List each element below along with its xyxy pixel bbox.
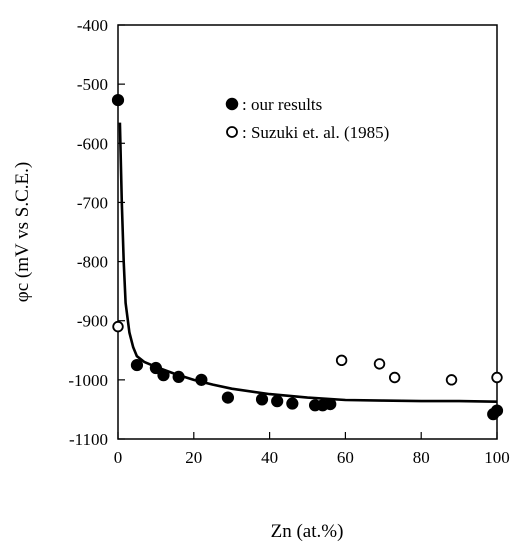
point-our-results <box>172 370 185 383</box>
y-tick-label: -900 <box>77 312 108 331</box>
x-tick-label: 20 <box>185 448 202 467</box>
legend: : our results : Suzuki et. al. (1985) <box>225 95 389 142</box>
point-our-results <box>149 361 162 375</box>
ticks: 0 20 40 60 80 100 -400 -500 -600 -700 -800 -900 -100… <box>68 16 509 467</box>
point-our-results <box>130 358 144 372</box>
point-our-results <box>490 404 504 417</box>
point-our-results <box>111 94 125 107</box>
fit-curve <box>118 122 498 403</box>
y-tick-label: -800 <box>77 253 108 272</box>
point-suzuki <box>335 354 348 367</box>
point-our-results <box>157 369 170 382</box>
y-axis-label: φc (mV vs S.C.E.) <box>12 162 33 302</box>
fit-curve-path <box>118 122 498 403</box>
point-suzuki <box>112 320 124 333</box>
point-our-results <box>255 393 269 406</box>
point-suzuki <box>388 371 401 384</box>
x-tick-label: 40 <box>261 448 278 467</box>
legend-marker-suzuki <box>226 126 238 138</box>
point-our-results <box>286 397 299 410</box>
point-our-results <box>195 373 208 386</box>
y-tick-label: -400 <box>77 16 108 35</box>
legend-label-our-results: : our results <box>242 95 322 114</box>
point-suzuki <box>491 371 503 384</box>
y-tick-label: -500 <box>77 75 108 94</box>
y-tick-label: -700 <box>77 193 108 212</box>
point-our-results <box>324 398 337 411</box>
data-points <box>111 94 504 421</box>
legend-marker-our-results <box>225 97 239 111</box>
point-our-results <box>271 395 284 408</box>
point-our-results <box>221 391 235 404</box>
legend-label-suzuki: : Suzuki et. al. (1985) <box>242 123 389 142</box>
x-tick-label: 100 <box>484 448 510 467</box>
x-tick-label: 60 <box>337 448 354 467</box>
x-tick-label: 80 <box>413 448 430 467</box>
point-suzuki <box>373 358 386 370</box>
y-tick-label: -1100 <box>69 430 108 449</box>
x-tick-label: 0 <box>114 448 123 467</box>
y-tick-label: -1000 <box>68 371 108 390</box>
x-axis-label: Zn (at.%) <box>271 521 344 542</box>
y-tick-label: -600 <box>77 134 108 153</box>
plot-frame <box>117 24 498 440</box>
point-suzuki <box>445 374 458 386</box>
